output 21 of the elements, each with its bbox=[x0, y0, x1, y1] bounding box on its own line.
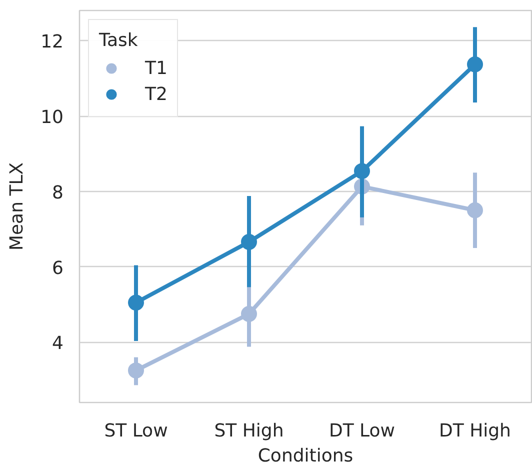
point bbox=[128, 294, 144, 311]
y-tick-label: 12 bbox=[40, 32, 64, 53]
point bbox=[241, 234, 257, 250]
x-tick-label: DT Low bbox=[328, 420, 396, 442]
x-tick-label: DT High bbox=[439, 420, 511, 442]
y-tick-label: 10 bbox=[40, 107, 64, 128]
legend-label: T2 bbox=[145, 84, 168, 104]
point bbox=[467, 202, 483, 218]
y-tick-label: 8 bbox=[52, 182, 64, 204]
legend-label: T1 bbox=[145, 58, 168, 78]
x-tick-label: ST Low bbox=[104, 420, 168, 442]
y-axis-title: Mean TLX bbox=[6, 162, 28, 251]
point bbox=[241, 306, 257, 322]
y-tick-label: 6 bbox=[52, 258, 64, 279]
x-axis-title: Conditions bbox=[258, 446, 354, 466]
legend-title: Task bbox=[99, 30, 139, 51]
point bbox=[467, 56, 483, 72]
point bbox=[354, 163, 370, 180]
x-tick-label: ST High bbox=[214, 420, 284, 442]
y-tick-label: 4 bbox=[52, 333, 64, 354]
point bbox=[128, 362, 144, 378]
